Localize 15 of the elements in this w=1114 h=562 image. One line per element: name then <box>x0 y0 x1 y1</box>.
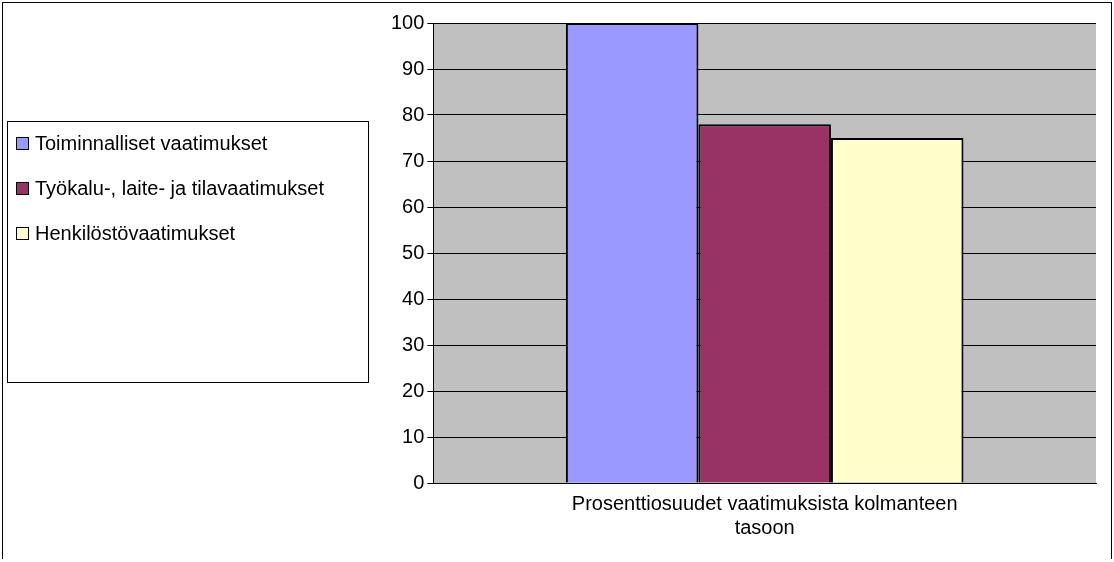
y-tick-label: 0 <box>413 470 425 493</box>
y-tick-label: 70 <box>402 148 425 171</box>
y-tick-label: 30 <box>402 332 425 355</box>
y-tick-label: 60 <box>402 194 425 217</box>
legend-label: Toiminnalliset vaatimukset <box>35 131 268 156</box>
y-tick-label: 20 <box>402 378 425 401</box>
y-tick-label: 100 <box>390 10 425 33</box>
legend-label: Työkalu-, laite- ja tilavaatimukset <box>35 176 325 201</box>
y-tick-label: 90 <box>402 56 425 79</box>
y-tick-label: 50 <box>402 240 425 263</box>
y-tick-label: 40 <box>402 286 425 309</box>
y-tick-label: 10 <box>402 424 425 447</box>
x-tick-label: Prosenttiosuudet vaatimuksista kolmanteen tasoon <box>571 491 958 538</box>
y-tick-label: 80 <box>402 102 425 125</box>
legend-label: Henkilöstövaatimukset <box>35 221 236 246</box>
